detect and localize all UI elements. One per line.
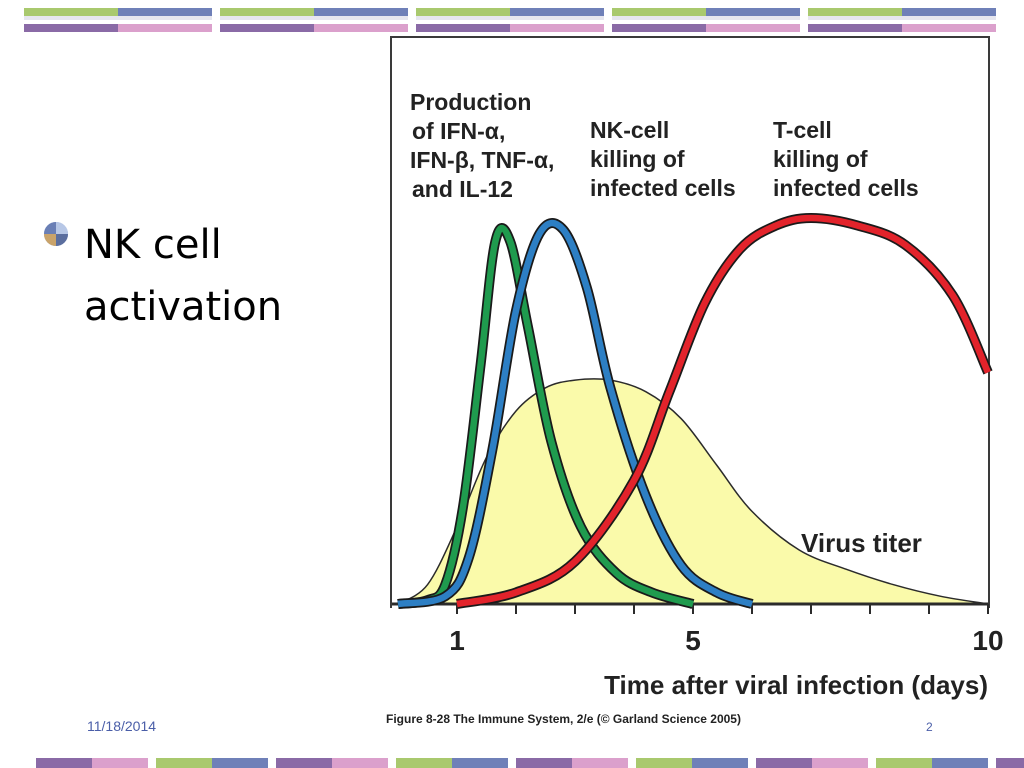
bottom-band-segment [756,758,812,768]
cytokine-curve [397,224,694,608]
cytokine-label-line: IFN-β, TNF-α, [410,147,554,173]
nk-cell-label-line: infected cells [590,175,736,201]
bottom-band-segment [812,758,868,768]
t-cell-label-line: T-cell [773,117,832,143]
nk-cell-curve [397,219,753,608]
top-band-segment [808,16,996,20]
nk-cell-label-line: NK-cell [590,117,669,143]
top-band-segment [808,24,902,32]
bottom-band-segment [36,758,92,768]
nk-cell-label-line: killing of [590,146,685,172]
bottom-band-segment [156,758,212,768]
bottom-band-segment [692,758,748,768]
top-band-segment [416,8,510,16]
top-band-segment [706,24,800,32]
bottom-band-segment [876,758,932,768]
bottom-band-segment [276,758,332,768]
top-band-segment [24,24,118,32]
top-band-segment [416,16,604,20]
top-band-segment [118,24,212,32]
cytokine-label-line: of IFN-α, [412,118,505,144]
x-tick-label: 5 [685,625,701,656]
top-band-segment [902,24,996,32]
bottom-band-segment [572,758,628,768]
x-tick-label: 10 [972,625,1003,656]
top-band-segment [510,8,604,16]
bottom-band-segment [332,758,388,768]
bottom-band-segment [932,758,988,768]
top-band-segment [24,8,118,16]
top-band-segment [220,24,314,32]
bottom-band-segment [396,758,452,768]
x-axis-title: Time after viral infection (days) [604,670,988,700]
quadrant-bullet-icon [44,222,68,246]
bottom-band-segment [212,758,268,768]
cytokine-label-line: and IL-12 [412,176,513,202]
slide-number: 2 [926,720,933,734]
t-cell-label-line: killing of [773,146,868,172]
top-band-segment [220,16,408,20]
bottom-band-segment [92,758,148,768]
top-band-segment [510,24,604,32]
top-band-segment [612,24,706,32]
top-band-segment [416,24,510,32]
cytokine-label-line: Production [410,89,531,115]
bottom-band-segment [452,758,508,768]
top-band-segment [314,8,408,16]
bullet-text: NK cell activation [84,222,283,330]
bottom-band-segment [996,758,1024,768]
t-cell-curve [456,214,991,608]
figure-caption: Figure 8-28 The Immune System, 2/e (© Ga… [386,712,741,726]
virus-titer-label: Virus titer [801,528,922,558]
top-band-segment [220,8,314,16]
top-band-segment [612,8,706,16]
bottom-band-segment [636,758,692,768]
bottom-band-segment [516,758,572,768]
top-band-segment [808,8,902,16]
top-band-segment [706,8,800,16]
x-tick-label: 1 [449,625,465,656]
top-band-segment [612,16,800,20]
top-band-segment [24,16,212,20]
top-band-segment [902,8,996,16]
footer-date: 11/18/2014 [87,718,157,734]
t-cell-label-line: infected cells [773,175,919,201]
top-band-segment [314,24,408,32]
top-band-segment [118,8,212,16]
